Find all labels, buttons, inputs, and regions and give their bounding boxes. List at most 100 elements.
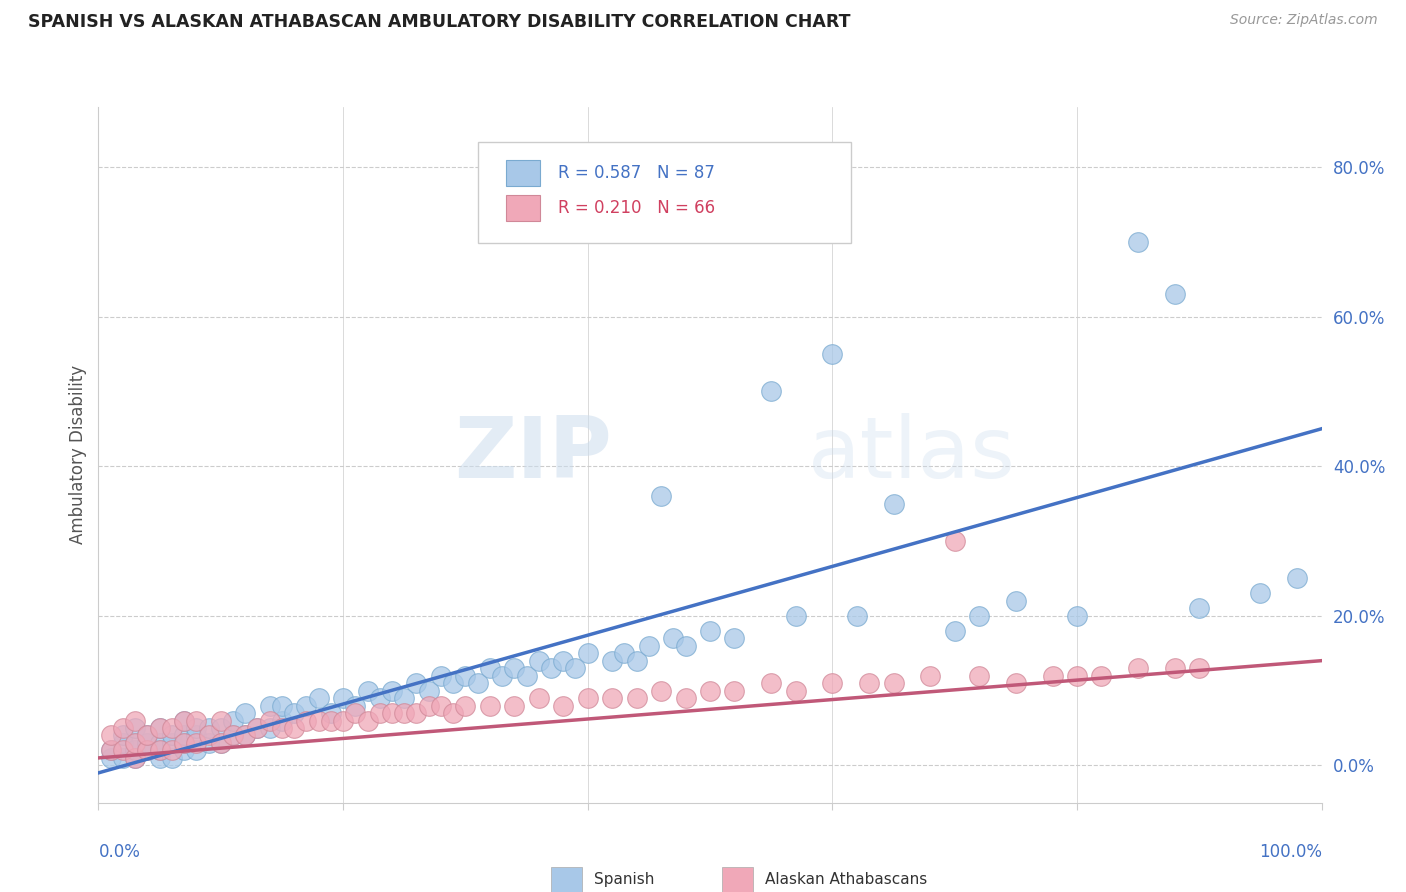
Point — [392, 706, 416, 720]
Point — [1066, 608, 1088, 623]
Point — [149, 736, 172, 750]
Point — [173, 714, 195, 728]
Point — [100, 751, 122, 765]
Text: Spanish: Spanish — [593, 871, 654, 887]
Point — [197, 736, 219, 750]
Point — [233, 706, 256, 720]
Point — [920, 668, 942, 682]
Point — [233, 729, 256, 743]
Point — [173, 729, 195, 743]
Point — [761, 384, 783, 399]
Point — [283, 706, 305, 720]
Point — [233, 729, 256, 743]
Point — [149, 721, 172, 735]
Bar — [723, 867, 752, 891]
Point — [638, 639, 661, 653]
Point — [503, 698, 526, 713]
Point — [662, 631, 685, 645]
Point — [967, 668, 990, 682]
Point — [160, 736, 183, 750]
Point — [173, 714, 195, 728]
Point — [650, 683, 672, 698]
Point — [124, 721, 146, 735]
Point — [197, 721, 219, 735]
Point — [100, 743, 122, 757]
Point — [136, 743, 159, 757]
Point — [845, 608, 868, 623]
Text: ZIP: ZIP — [454, 413, 612, 497]
Text: R = 0.587   N = 87: R = 0.587 N = 87 — [558, 164, 716, 182]
Point — [675, 639, 697, 653]
Point — [821, 347, 844, 361]
Point — [136, 729, 159, 743]
Point — [173, 743, 195, 757]
Point — [160, 721, 183, 735]
Point — [270, 698, 294, 713]
Point — [785, 683, 807, 698]
Point — [246, 721, 269, 735]
Point — [723, 683, 745, 698]
Point — [111, 736, 134, 750]
Point — [699, 624, 721, 638]
Point — [418, 698, 440, 713]
Point — [527, 654, 550, 668]
Point — [540, 661, 562, 675]
Point — [149, 721, 172, 735]
Point — [1164, 287, 1187, 301]
Point — [173, 736, 195, 750]
Point — [186, 729, 208, 743]
Point — [270, 714, 294, 728]
Point — [626, 691, 648, 706]
Point — [124, 743, 146, 757]
Point — [124, 714, 146, 728]
Point — [332, 714, 354, 728]
Point — [392, 691, 416, 706]
Point — [319, 714, 342, 728]
Point — [943, 533, 966, 548]
Point — [1128, 661, 1150, 675]
Point — [553, 698, 575, 713]
Point — [259, 698, 281, 713]
Point — [111, 729, 134, 743]
Point — [209, 736, 232, 750]
Point — [368, 691, 391, 706]
Point — [1066, 668, 1088, 682]
Point — [1286, 571, 1309, 585]
Text: R = 0.210   N = 66: R = 0.210 N = 66 — [558, 199, 716, 217]
Point — [149, 743, 172, 757]
Point — [295, 714, 318, 728]
Point — [124, 736, 146, 750]
Point — [295, 698, 318, 713]
Point — [478, 698, 501, 713]
Point — [967, 608, 990, 623]
Point — [149, 751, 172, 765]
Point — [405, 706, 427, 720]
Text: Alaskan Athabascans: Alaskan Athabascans — [765, 871, 928, 887]
Point — [650, 489, 672, 503]
Point — [430, 698, 453, 713]
Point — [441, 706, 464, 720]
Point — [356, 714, 378, 728]
Point — [613, 646, 636, 660]
Point — [478, 661, 501, 675]
Point — [515, 668, 537, 682]
Y-axis label: Ambulatory Disability: Ambulatory Disability — [69, 366, 87, 544]
Point — [675, 691, 697, 706]
Point — [111, 721, 134, 735]
Point — [1188, 601, 1211, 615]
Point — [222, 729, 245, 743]
Point — [209, 714, 232, 728]
Point — [222, 714, 245, 728]
Point — [858, 676, 880, 690]
Point — [160, 743, 183, 757]
Point — [381, 683, 404, 698]
Point — [319, 706, 342, 720]
Point — [467, 676, 489, 690]
Point — [246, 721, 269, 735]
Point — [270, 721, 294, 735]
Point — [209, 721, 232, 735]
Point — [186, 736, 208, 750]
Point — [1004, 676, 1026, 690]
Point — [1090, 668, 1112, 682]
Point — [124, 736, 146, 750]
